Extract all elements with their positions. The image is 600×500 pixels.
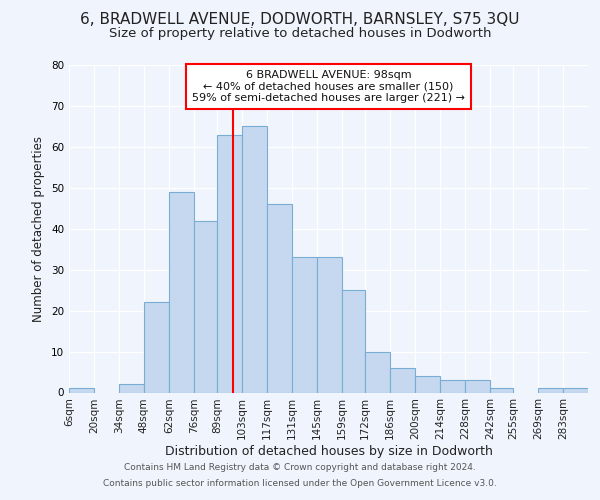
Bar (317, 258, 342, 392)
Bar (242, 126, 267, 392)
Bar (292, 258, 317, 392)
Bar (217, 134, 242, 392)
Bar (538, 388, 563, 392)
Bar (267, 204, 292, 392)
Bar (390, 368, 415, 392)
Bar (415, 376, 440, 392)
Text: Contains public sector information licensed under the Open Government Licence v3: Contains public sector information licen… (103, 478, 497, 488)
Bar (169, 192, 194, 392)
Bar (69, 388, 94, 392)
Bar (144, 302, 169, 392)
Bar (342, 290, 365, 392)
Bar (365, 352, 390, 393)
Bar (119, 384, 144, 392)
Bar (465, 380, 490, 392)
Text: 6, BRADWELL AVENUE, DODWORTH, BARNSLEY, S75 3QU: 6, BRADWELL AVENUE, DODWORTH, BARNSLEY, … (80, 12, 520, 28)
Text: Size of property relative to detached houses in Dodworth: Size of property relative to detached ho… (109, 28, 491, 40)
Text: 6 BRADWELL AVENUE: 98sqm
← 40% of detached houses are smaller (150)
59% of semi-: 6 BRADWELL AVENUE: 98sqm ← 40% of detach… (192, 70, 465, 103)
Y-axis label: Number of detached properties: Number of detached properties (32, 136, 46, 322)
Bar (490, 388, 513, 392)
Bar (194, 220, 217, 392)
X-axis label: Distribution of detached houses by size in Dodworth: Distribution of detached houses by size … (164, 445, 493, 458)
Bar (440, 380, 465, 392)
Text: Contains HM Land Registry data © Crown copyright and database right 2024.: Contains HM Land Registry data © Crown c… (124, 464, 476, 472)
Bar (563, 388, 588, 392)
